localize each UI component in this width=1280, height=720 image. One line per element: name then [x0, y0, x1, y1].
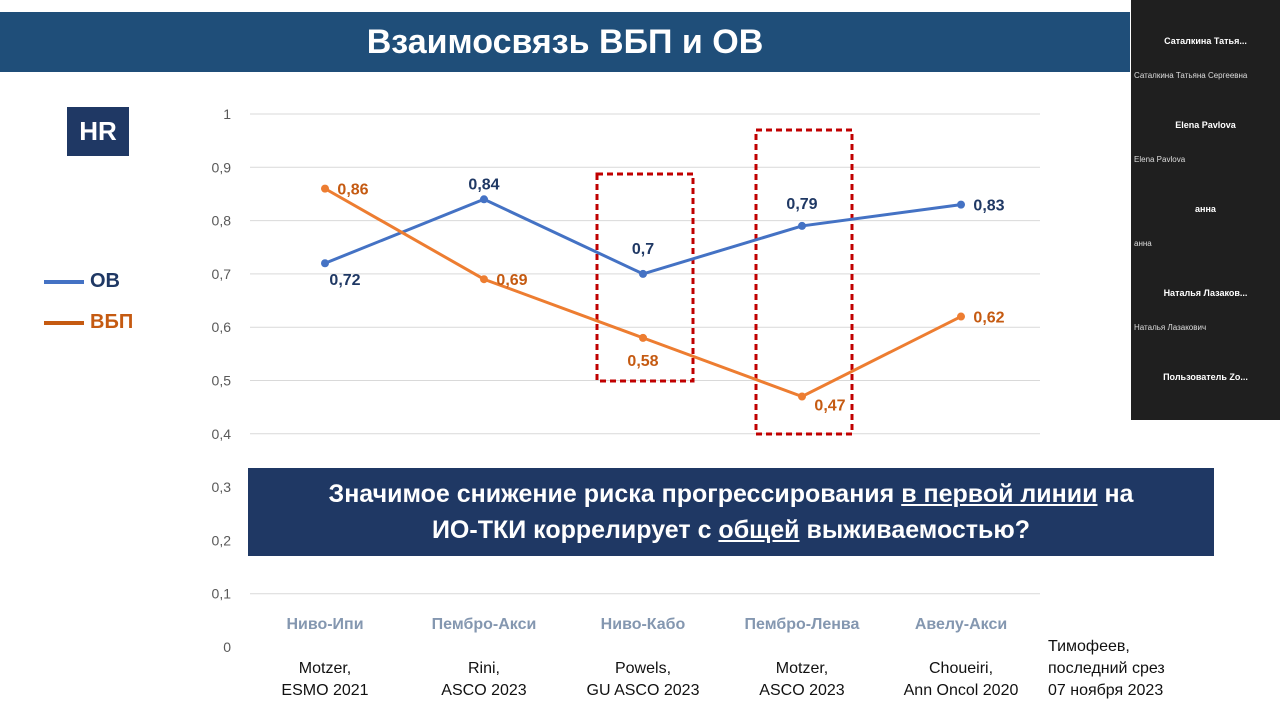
y-tick-label: 0,6	[212, 319, 232, 335]
highlight-box	[595, 172, 695, 383]
y-tick-label: 0,8	[212, 213, 232, 229]
x-category-label: Пембро-Ленва	[744, 616, 860, 633]
line-chart: 0 0,1 0,2 0,3 0,4 0,5 0,6 0,7 0,8 0,9 1 0,72 0,84 0,7…	[212, 106, 1040, 655]
banner-text: на	[1097, 480, 1134, 508]
data-point	[480, 275, 488, 284]
x-category-label: Пембро-Акси	[431, 616, 537, 633]
highlight-box	[754, 128, 854, 436]
legend-swatch	[44, 320, 84, 325]
y-tick-label: 0,3	[212, 479, 232, 495]
source-citation: Rini, ASCO 2023	[441, 660, 527, 699]
y-tick-label: 1	[223, 106, 231, 122]
source-note: Тимофеев, последний срез 07 ноября 2023	[1048, 638, 1165, 699]
data-point	[639, 269, 647, 278]
participant-tile[interactable]: Наталья Лазаков...	[1163, 288, 1248, 298]
data-point	[480, 195, 488, 204]
source-citation: Powels, GU ASCO 2023	[586, 660, 700, 699]
y-tick-label: 0,1	[212, 586, 232, 602]
source-citation: Motzer, ASCO 2023	[759, 660, 845, 699]
slide-title: Взаимосвязь ВБП и ОВ	[0, 12, 1130, 72]
data-label: 0,84	[468, 176, 499, 193]
y-tick-label: 0,5	[212, 373, 232, 389]
data-point	[798, 221, 806, 230]
banner-text: ИО-ТКИ коррелирует с	[431, 516, 719, 544]
x-category-label: Авелу-Акси	[914, 616, 1008, 633]
data-label: 0,79	[786, 196, 817, 213]
source-citation: Choueiri, Ann Oncol 2020	[903, 660, 1019, 699]
y-tick-label: 0	[223, 639, 231, 655]
data-label: 0,58	[627, 353, 658, 370]
data-label: 0,72	[329, 272, 360, 289]
participant-tile[interactable]: Пользователь Zo...	[1163, 372, 1248, 382]
participant-name: анна	[1134, 239, 1152, 248]
y-tick-label: 0,4	[212, 426, 232, 442]
banner-underlined: в первой линии	[901, 480, 1098, 508]
participant-tile[interactable]: анна	[1195, 204, 1216, 214]
participant-name: Саталкина Татьяна Сергеевна	[1134, 71, 1248, 80]
participant-tile[interactable]: Elena Pavlova	[1175, 120, 1236, 130]
question-banner: Значимое снижение риска прогрессирования…	[248, 468, 1214, 556]
data-point	[798, 392, 806, 401]
banner-text: Значимое снижение риска прогрессирования	[328, 480, 902, 508]
series-line-0	[324, 197, 962, 276]
participant-name: Наталья Лазакович	[1134, 323, 1207, 332]
banner-text: выживаемостью?	[799, 516, 1031, 544]
participants-panel[interactable]: Саталкина Татья... Саталкина Татьяна Серг…	[1131, 0, 1280, 420]
legend-label: ОВ	[90, 270, 120, 292]
x-category-label: Ниво-Ипи	[286, 616, 364, 633]
y-tick-label: 0,9	[212, 159, 232, 175]
hr-label: HR	[67, 107, 129, 156]
participant-name: Elena Pavlova	[1134, 155, 1186, 164]
legend-label: ВБП	[90, 311, 134, 333]
data-label: 0,69	[496, 272, 527, 289]
source-citation: Motzer, ESMO 2021	[281, 660, 369, 699]
x-category-label: Ниво-Кабо	[600, 616, 686, 633]
y-tick-label: 0,2	[212, 532, 232, 548]
data-label: 0,86	[337, 182, 368, 199]
data-label: 0,83	[973, 198, 1004, 215]
data-point	[957, 312, 965, 321]
data-label: 0,47	[814, 397, 845, 414]
data-point	[321, 184, 329, 193]
data-label: 0,7	[632, 241, 654, 258]
banner-underlined: общей	[718, 516, 800, 544]
legend-ov: ОВ	[44, 270, 120, 293]
data-point	[321, 259, 329, 268]
y-tick-label: 0,7	[212, 266, 232, 282]
legend-swatch	[44, 279, 84, 284]
data-point	[639, 333, 647, 342]
data-point	[957, 200, 965, 209]
participant-tile[interactable]: Саталкина Татья...	[1164, 36, 1247, 46]
legend-vbp: ВБП	[44, 311, 133, 334]
data-label: 0,62	[973, 310, 1004, 327]
